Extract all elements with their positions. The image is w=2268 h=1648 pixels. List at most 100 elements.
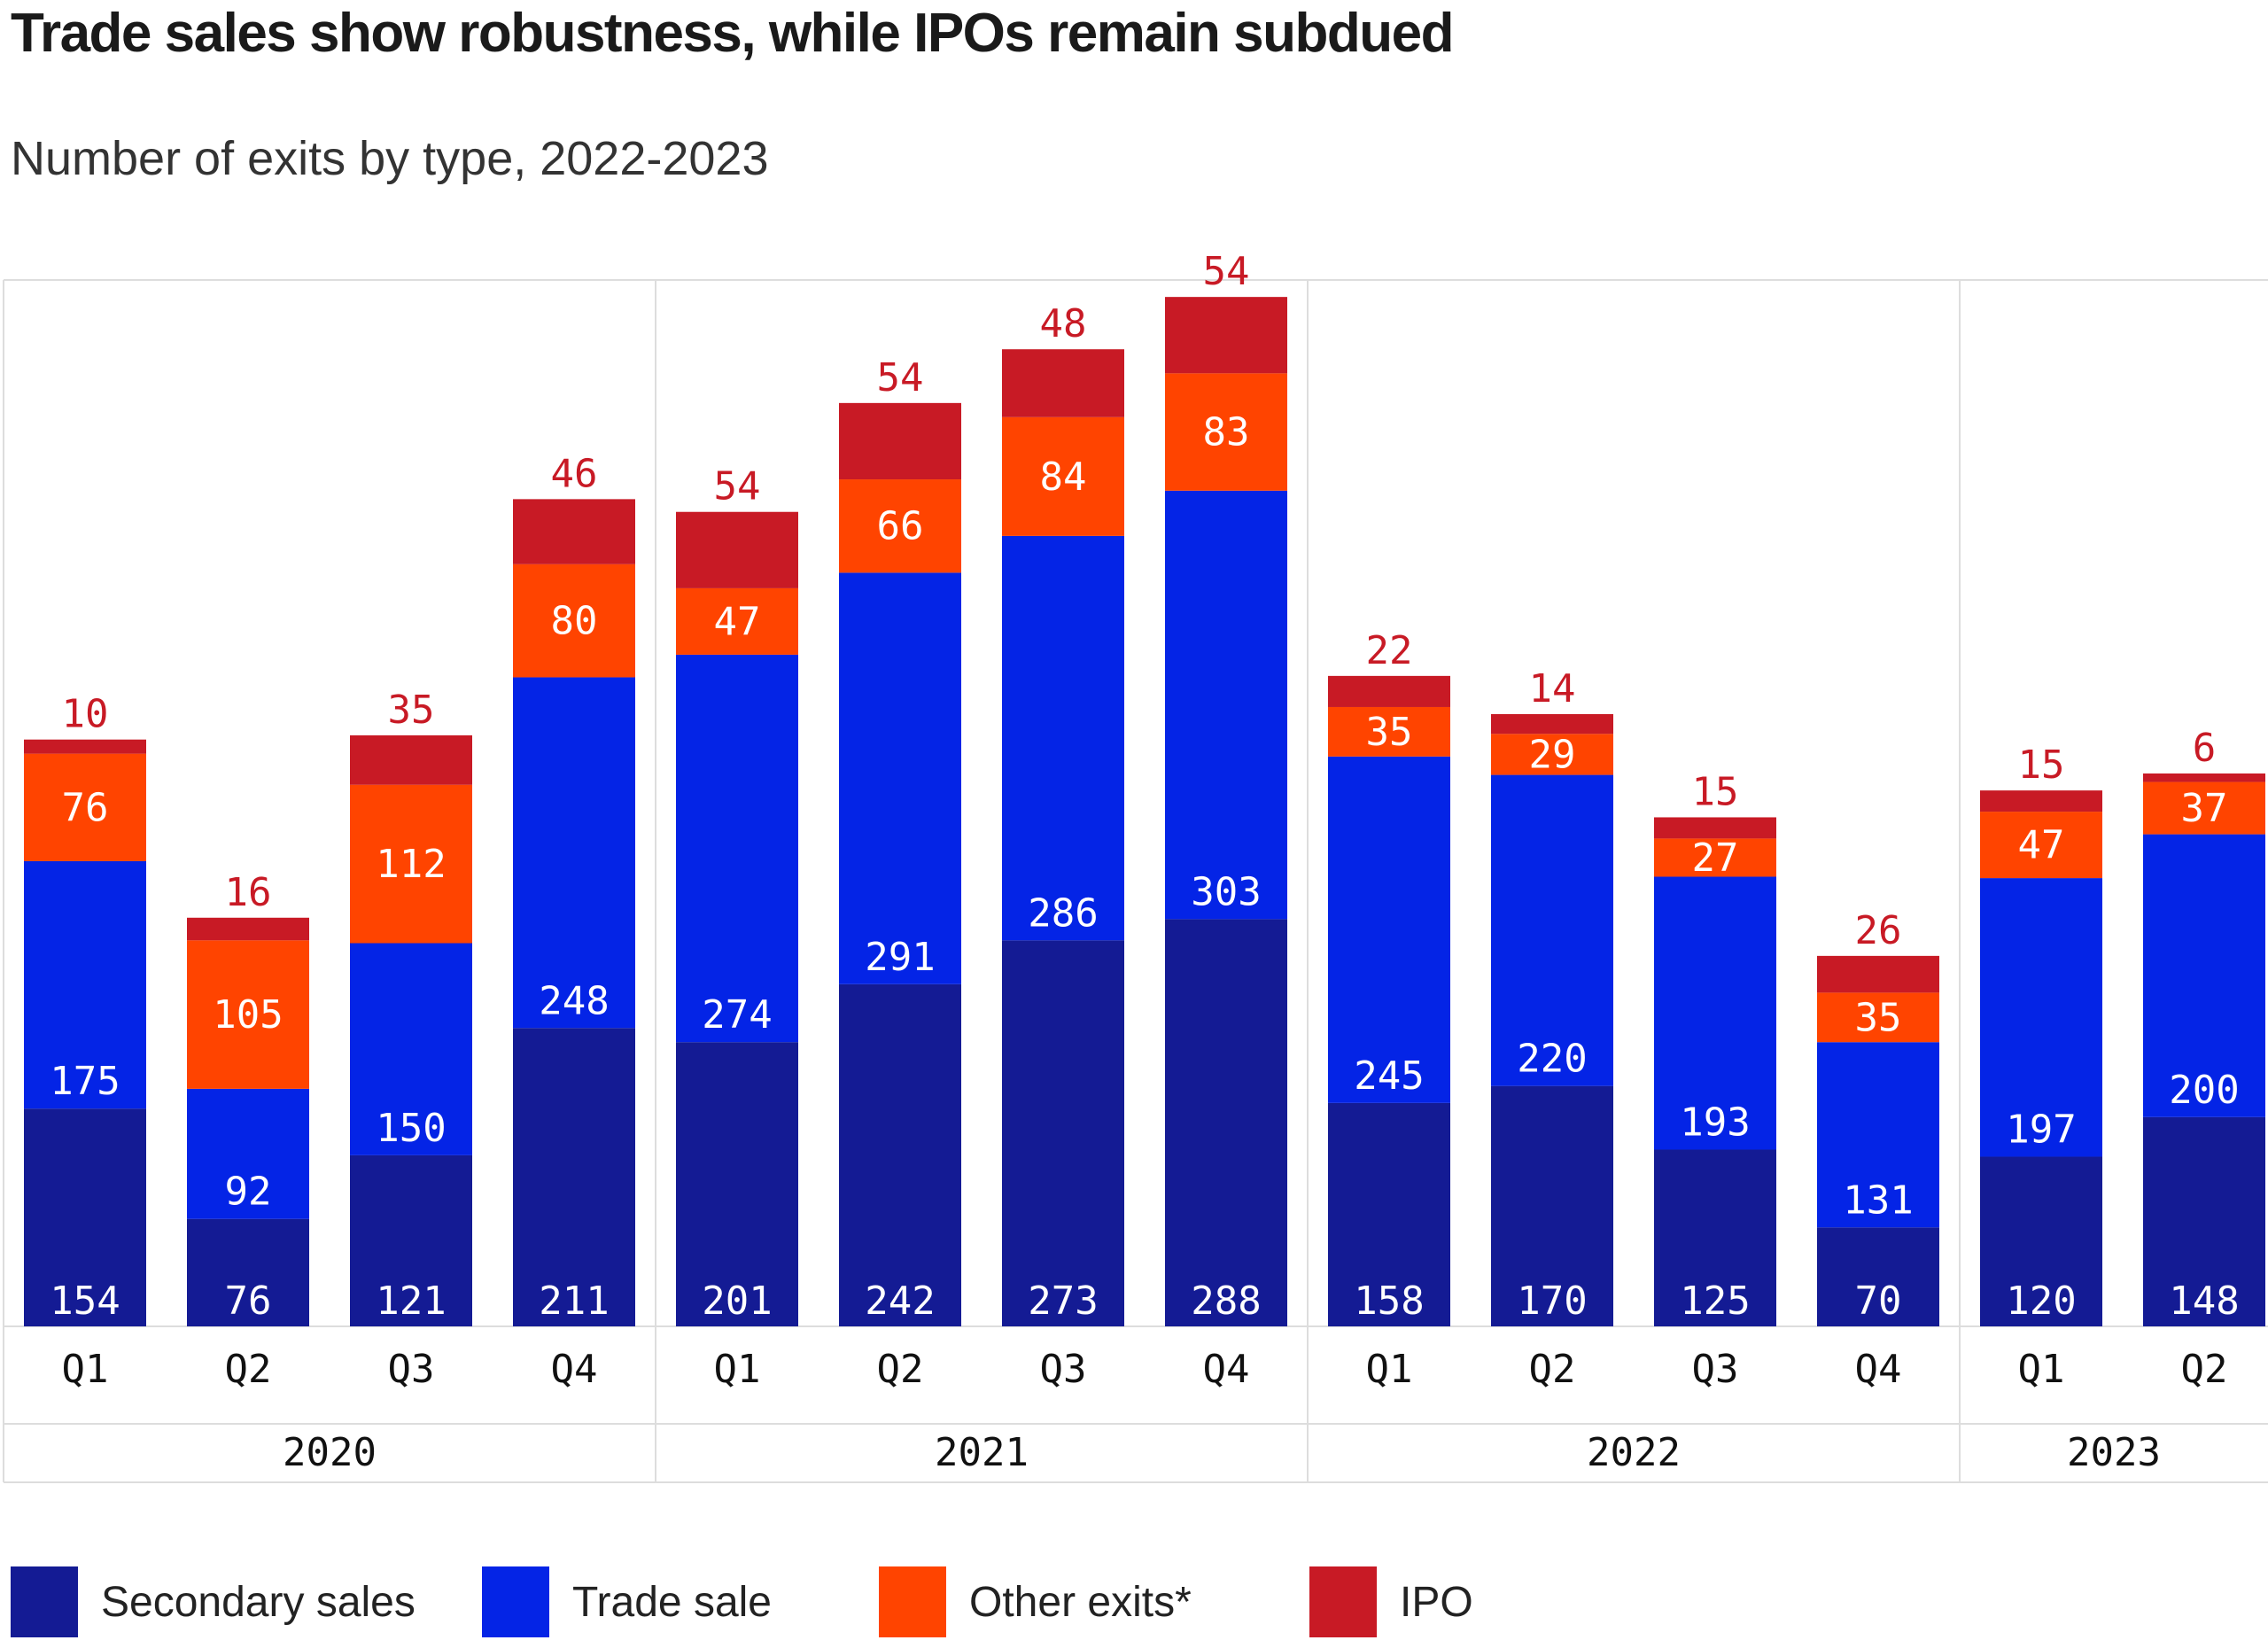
bar-secondary-sales-10 (1491, 1085, 1613, 1326)
legend-swatch-other-exits (879, 1566, 946, 1637)
bar-trade-sale-14 (2143, 834, 2265, 1117)
chart-title: Trade sales show robustness, while IPOs … (11, 3, 1454, 64)
stacked-bar-chart: 2020 2021 2022 2023 154 175 76 10 Q1 76 92 105 16 Q2 1… (3, 249, 2268, 1483)
label-secondary-sales-11: 125 (1680, 1279, 1750, 1324)
bar-other-exits-7 (1002, 416, 1124, 536)
label-trade-sale-5: 274 (702, 992, 772, 1038)
bar-trade-sale-10 (1491, 774, 1613, 1086)
bar-ipo-5 (676, 511, 798, 588)
label-other-exits-1: 76 (62, 785, 109, 830)
label-secondary-sales-6: 242 (865, 1279, 935, 1324)
label-other-exits-14: 37 (2181, 786, 2228, 831)
bar-ipo-4 (513, 499, 635, 564)
label-secondary-sales-8: 288 (1191, 1279, 1261, 1324)
bar-ipo-3 (350, 735, 472, 785)
bar-trade-sale-7 (1002, 535, 1124, 941)
bar-secondary-sales-9 (1328, 1102, 1450, 1326)
label-trade-sale-8: 303 (1191, 869, 1261, 914)
legend-label-trade-sale: Trade sale (572, 1578, 772, 1626)
label-trade-sale-3: 150 (376, 1106, 446, 1151)
bar-ipo-1 (24, 739, 146, 754)
bar-trade-sale-11 (1654, 876, 1776, 1150)
label-other-exits-2: 105 (213, 992, 283, 1038)
bar-other-exits-14 (2143, 781, 2265, 835)
label-other-exits-5: 47 (714, 599, 761, 644)
label-other-exits-4: 80 (551, 599, 598, 644)
label-ipo-14: 6 (2193, 726, 2217, 771)
legend-item-ipo: IPO (1309, 1566, 1473, 1637)
category-label-5: Q1 (714, 1347, 761, 1392)
label-other-exits-9: 35 (1366, 710, 1413, 755)
bar-trade-sale-8 (1165, 490, 1287, 920)
category-label-6: Q2 (877, 1347, 924, 1392)
bar-ipo-7 (1002, 349, 1124, 417)
legend-label-other-exits: Other exits* (969, 1578, 1192, 1626)
category-label-8: Q4 (1203, 1347, 1250, 1392)
label-trade-sale-12: 131 (1843, 1178, 1913, 1223)
bar-secondary-sales-14 (2143, 1116, 2265, 1326)
label-trade-sale-6: 291 (865, 935, 935, 980)
label-secondary-sales-14: 148 (2169, 1279, 2239, 1324)
bar-secondary-sales-1 (24, 1108, 146, 1326)
label-trade-sale-1: 175 (50, 1059, 120, 1104)
category-label-3: Q3 (388, 1347, 435, 1392)
label-secondary-sales-12: 70 (1855, 1279, 1902, 1324)
legend-label-ipo: IPO (1400, 1578, 1473, 1626)
label-ipo-1: 10 (62, 692, 109, 737)
label-ipo-5: 54 (714, 464, 761, 509)
label-other-exits-13: 47 (2018, 823, 2065, 868)
chart-subtitle: Number of exits by type, 2022-2023 (11, 132, 769, 185)
label-other-exits-11: 27 (1692, 836, 1739, 881)
label-trade-sale-10: 220 (1517, 1037, 1587, 1082)
label-secondary-sales-13: 120 (2006, 1279, 2076, 1324)
category-label-2: Q2 (225, 1347, 272, 1392)
bar-trade-sale-1 (24, 860, 146, 1109)
bar-trade-sale-2 (187, 1088, 309, 1219)
bar-other-exits-8 (1165, 373, 1287, 491)
year-label-2022: 2022 (1587, 1430, 1681, 1475)
bar-ipo-11 (1654, 817, 1776, 839)
bar-secondary-sales-11 (1654, 1149, 1776, 1326)
bar-other-exits-2 (187, 940, 309, 1089)
category-label-10: Q2 (1529, 1347, 1576, 1392)
label-secondary-sales-10: 170 (1517, 1279, 1587, 1324)
label-ipo-11: 15 (1692, 769, 1739, 814)
bar-trade-sale-9 (1328, 756, 1450, 1103)
label-ipo-8: 54 (1203, 249, 1250, 294)
label-ipo-10: 14 (1529, 666, 1576, 711)
label-ipo-13: 15 (2018, 742, 2065, 788)
bar-ipo-14 (2143, 773, 2265, 782)
bar-secondary-sales-8 (1165, 919, 1287, 1326)
label-other-exits-7: 84 (1040, 455, 1087, 500)
bar-ipo-9 (1328, 675, 1450, 707)
category-label-11: Q3 (1692, 1347, 1739, 1392)
label-secondary-sales-3: 121 (376, 1279, 446, 1324)
category-label-1: Q1 (62, 1347, 109, 1392)
legend: Secondary sales Trade sale Other exits* … (11, 1565, 1473, 1639)
bar-trade-sale-3 (350, 943, 472, 1155)
bar-secondary-sales-12 (1817, 1227, 1939, 1326)
bar-secondary-sales-7 (1002, 940, 1124, 1326)
legend-item-trade-sale: Trade sale (482, 1566, 879, 1637)
category-label-7: Q3 (1040, 1347, 1087, 1392)
label-secondary-sales-4: 211 (539, 1279, 609, 1324)
bar-other-exits-3 (350, 784, 472, 944)
year-label-2020: 2020 (283, 1430, 377, 1475)
bar-secondary-sales-4 (513, 1028, 635, 1326)
label-trade-sale-14: 200 (2169, 1068, 2239, 1113)
label-trade-sale-11: 193 (1680, 1100, 1750, 1146)
label-secondary-sales-9: 158 (1354, 1279, 1424, 1324)
label-secondary-sales-1: 154 (50, 1279, 120, 1324)
bar-secondary-sales-3 (350, 1154, 472, 1326)
label-secondary-sales-2: 76 (225, 1279, 272, 1324)
legend-swatch-trade-sale (482, 1566, 549, 1637)
label-ipo-7: 48 (1040, 301, 1087, 346)
legend-swatch-secondary-sales (11, 1566, 78, 1637)
bar-other-exits-9 (1328, 706, 1450, 757)
label-ipo-2: 16 (225, 870, 272, 915)
bar-other-exits-1 (24, 753, 146, 861)
bar-other-exits-11 (1654, 838, 1776, 877)
label-other-exits-12: 35 (1855, 995, 1902, 1040)
bar-other-exits-10 (1491, 734, 1613, 775)
bar-secondary-sales-2 (187, 1218, 309, 1326)
